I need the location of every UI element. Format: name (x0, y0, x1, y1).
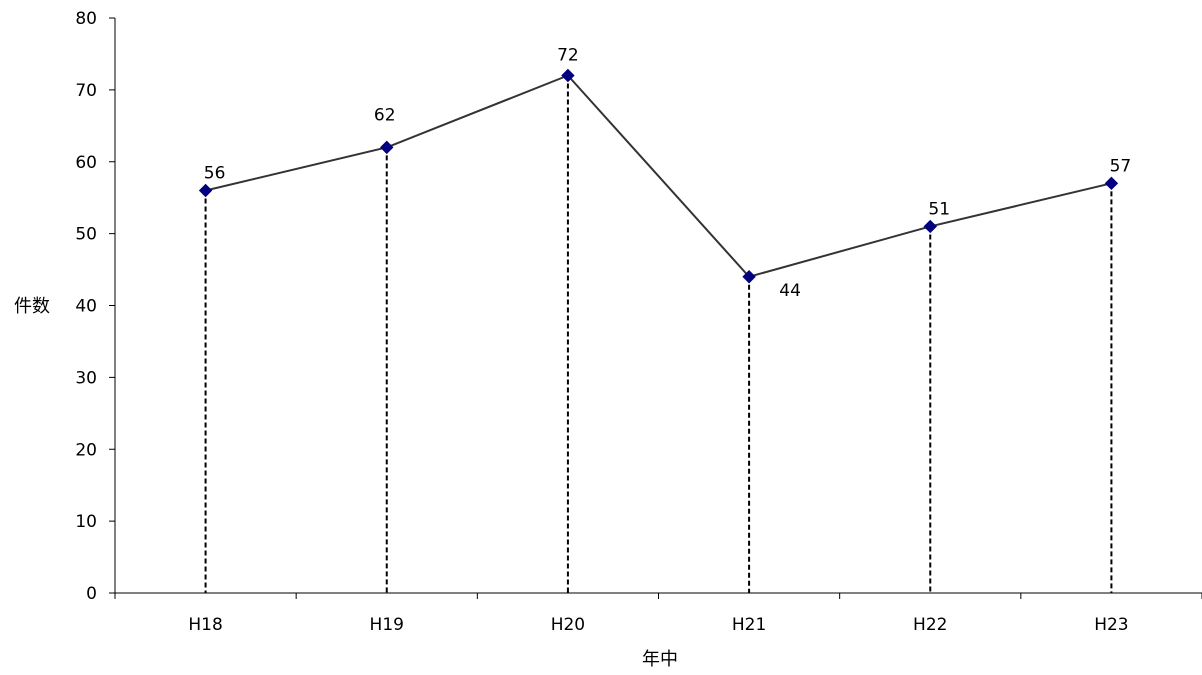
data-point (198, 183, 213, 198)
x-tick-label: H22 (913, 615, 947, 635)
data-label: 62 (374, 105, 396, 125)
data-point (923, 219, 937, 234)
data-label: 51 (928, 199, 950, 219)
data-label: 56 (204, 164, 226, 184)
y-tick-label: 80 (75, 9, 97, 29)
data-point (1104, 176, 1119, 191)
y-tick-label: 0 (86, 584, 97, 604)
markers (198, 68, 1119, 284)
y-tick-label: 50 (75, 225, 97, 245)
y-tick-label: 40 (75, 297, 97, 317)
data-labels: 56 62 72 44 51 57 (204, 46, 1131, 301)
drop-lines (204, 75, 1113, 593)
y-tick-label: 10 (75, 512, 97, 532)
x-ticks: H18 H19 H20 H21 H22 H23 (114, 593, 1202, 635)
x-tick-label: H21 (732, 615, 766, 635)
y-tick-label: 30 (75, 368, 97, 388)
series-line (205, 74, 1112, 278)
data-point (380, 140, 394, 155)
series (205, 74, 1112, 278)
data-point (561, 68, 575, 83)
x-tick-label: H19 (370, 615, 404, 635)
x-tick-label: H18 (188, 615, 222, 635)
data-point (742, 270, 756, 284)
y-tick-label: 60 (75, 153, 97, 173)
axes (114, 18, 1202, 594)
x-tick-label: H23 (1094, 615, 1128, 635)
data-label: 57 (1110, 156, 1132, 176)
data-label: 72 (557, 46, 579, 66)
y-ticks: 0 10 20 30 40 50 60 70 80 (75, 9, 115, 604)
y-tick-label: 20 (75, 440, 97, 460)
x-tick-label: H20 (551, 615, 585, 635)
y-tick-label: 70 (75, 81, 97, 101)
x-axis-title: 年中 (642, 649, 678, 670)
y-axis-title: 件数 (14, 296, 50, 317)
data-label: 44 (779, 281, 801, 301)
